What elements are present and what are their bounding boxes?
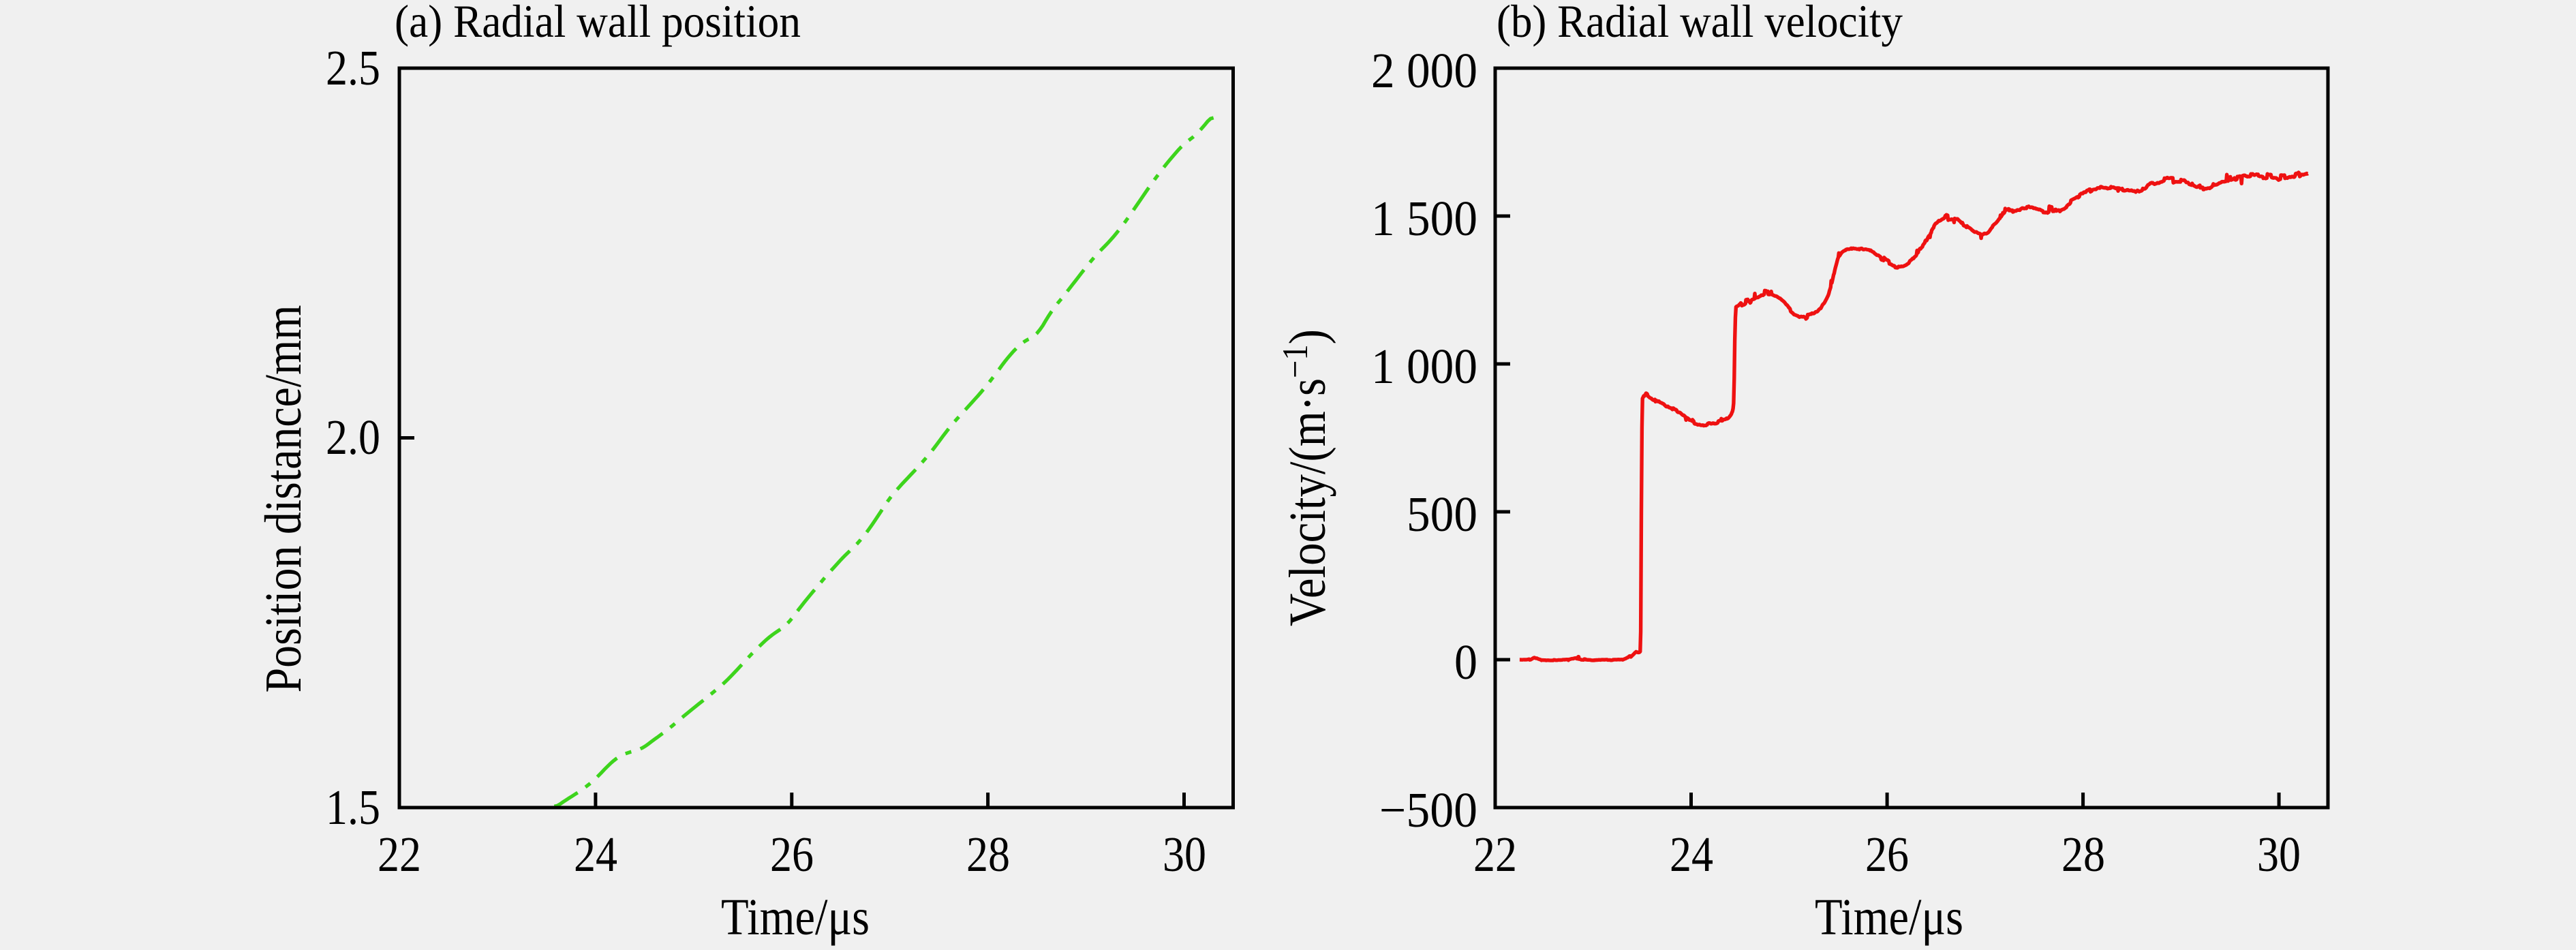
svg-text:500: 500 <box>1407 487 1477 542</box>
svg-text:(a) Radial wall position: (a) Radial wall position <box>395 0 801 47</box>
svg-text:26: 26 <box>1865 827 1909 882</box>
svg-text:2 000: 2 000 <box>1371 43 1477 98</box>
svg-text:28: 28 <box>966 827 1010 882</box>
svg-text:30: 30 <box>1163 827 1206 882</box>
svg-text:24: 24 <box>574 827 617 882</box>
svg-text:Time/μs: Time/μs <box>1815 889 1963 946</box>
svg-text:1.5: 1.5 <box>326 780 380 835</box>
svg-text:1 500: 1 500 <box>1371 191 1477 246</box>
svg-text:2.0: 2.0 <box>326 410 380 465</box>
svg-text:1 000: 1 000 <box>1371 339 1477 394</box>
svg-text:22: 22 <box>1473 827 1517 882</box>
svg-text:24: 24 <box>1670 827 1713 882</box>
svg-text:(b) Radial wall velocity: (b) Radial wall velocity <box>1497 0 1903 47</box>
svg-text:−500: −500 <box>1379 782 1477 838</box>
svg-text:Velocity/(m·s−1): Velocity/(m·s−1) <box>1275 329 1336 626</box>
svg-text:26: 26 <box>770 827 814 882</box>
svg-text:30: 30 <box>2257 827 2301 882</box>
svg-text:2.5: 2.5 <box>326 40 380 95</box>
svg-text:22: 22 <box>378 827 421 882</box>
svg-text:28: 28 <box>2061 827 2105 882</box>
svg-text:Position distance/mm: Position distance/mm <box>255 305 312 693</box>
svg-text:0: 0 <box>1454 634 1477 690</box>
svg-text:Time/μs: Time/μs <box>721 889 870 946</box>
